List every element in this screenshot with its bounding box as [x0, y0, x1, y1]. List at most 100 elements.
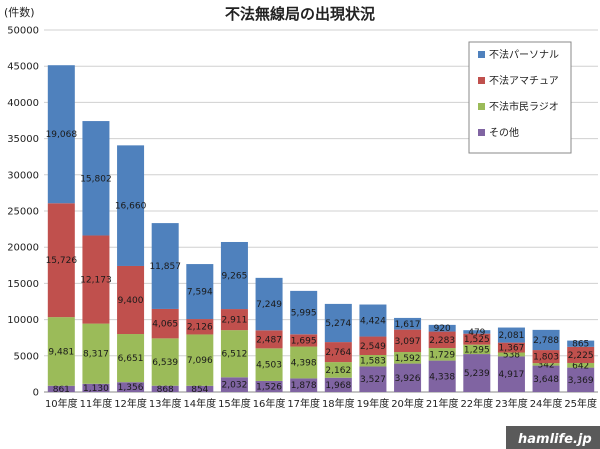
data-label: 2,081 [499, 331, 525, 341]
y-tick-label: 25000 [7, 207, 39, 218]
data-label: 868 [157, 385, 174, 395]
data-label: 4,338 [429, 372, 455, 382]
data-label: 6,651 [118, 354, 144, 364]
data-label: 1,968 [325, 381, 351, 391]
y-tick-label: 5000 [14, 351, 39, 362]
x-tick-label: 23年度 [495, 397, 528, 410]
data-label: 6,539 [152, 358, 178, 368]
y-tick-label: 15000 [7, 279, 39, 290]
bar-segment [497, 352, 525, 357]
bar-segment [463, 344, 491, 355]
y-tick-label: 45000 [7, 62, 39, 73]
bar-segment [186, 334, 214, 386]
bar-segment [151, 338, 179, 386]
y-tick-label: 0 [33, 388, 39, 399]
bar-segment [47, 65, 75, 204]
bar-segment [151, 223, 179, 309]
data-label: 1,592 [395, 354, 421, 364]
data-label: 6,512 [222, 350, 248, 360]
y-tick-label: 35000 [7, 134, 39, 145]
bar-segment [151, 308, 179, 339]
data-label: 2,162 [325, 366, 351, 376]
bar-segment [359, 366, 387, 392]
x-tick-label: 18年度 [322, 397, 355, 410]
bar-segment [428, 348, 456, 361]
x-tick-label: 25年度 [564, 397, 597, 410]
y-tick-label: 20000 [7, 243, 39, 254]
bar-segment [220, 309, 248, 331]
data-label: 9,265 [222, 272, 248, 282]
data-label: 2,549 [360, 342, 386, 352]
data-label: 642 [572, 361, 589, 371]
bar-segment [255, 330, 283, 349]
bar-segment [497, 342, 525, 353]
y-tick-label: 30000 [7, 170, 39, 181]
logo-text: hamlife.jp [518, 432, 592, 447]
bar-segment [497, 327, 525, 343]
site-logo: hamlife.jp [506, 426, 600, 449]
x-tick-label: 17年度 [287, 397, 320, 410]
data-label: 4,424 [360, 317, 386, 327]
bar-segment [428, 360, 456, 392]
logo-background [506, 426, 600, 449]
data-label: 1,295 [464, 345, 490, 355]
bar-segment [290, 346, 318, 379]
bar-segment [567, 346, 595, 363]
x-tick-label: 15年度 [218, 397, 251, 410]
x-tick-label: 11年度 [80, 397, 113, 410]
data-label: 4,503 [256, 361, 282, 371]
data-label: 8,317 [83, 350, 109, 360]
data-label: 1,367 [499, 344, 525, 354]
data-label: 865 [572, 340, 589, 350]
bar-segment [324, 377, 352, 392]
data-label: 7,594 [187, 288, 213, 298]
data-label: 16,660 [115, 202, 147, 212]
data-label: 479 [468, 328, 485, 338]
legend-swatch [478, 51, 485, 58]
bar-segment [117, 145, 145, 266]
data-label: 1,878 [291, 381, 317, 391]
data-label: 7,096 [187, 356, 213, 366]
bar-segment [532, 365, 560, 392]
bar-segment [463, 354, 491, 392]
data-label: 1,729 [429, 350, 455, 360]
y-axis-ticks: 0 5000 10000 15000 20000 25000 30000 35000 40000… [7, 26, 39, 399]
bar-segment [186, 264, 214, 320]
bar-segment [428, 331, 456, 349]
data-label: 15,802 [80, 174, 112, 184]
bar-segment [47, 385, 75, 392]
bar-segment [567, 362, 595, 368]
data-label: 2,032 [222, 381, 248, 391]
x-tick-label: 24年度 [530, 397, 563, 410]
bar-segment [82, 235, 110, 324]
data-label: 1,695 [291, 336, 317, 346]
data-label: 2,126 [187, 323, 213, 333]
data-label: 1,617 [395, 320, 421, 330]
bar-segment [359, 336, 387, 356]
data-label: 1,356 [118, 383, 144, 393]
bar-segment [255, 277, 283, 331]
x-tick-label: 13年度 [149, 397, 182, 410]
bar-segment [324, 303, 352, 343]
bar-segment [82, 323, 110, 384]
bar-segment [82, 121, 110, 236]
y-tick-label: 40000 [7, 98, 39, 109]
data-label: 5,995 [291, 309, 317, 319]
bar-segment [359, 355, 387, 367]
chart-title: 不法無線局の出現状況 [225, 5, 375, 23]
bar-segment [394, 363, 422, 392]
x-tick-label: 21年度 [426, 397, 459, 410]
data-label: 342 [537, 360, 554, 370]
bar-segment [290, 334, 318, 347]
bar-segment [567, 340, 595, 347]
data-label: 1,526 [256, 382, 282, 392]
bar-segment [532, 350, 560, 364]
data-label: 2,788 [533, 336, 559, 346]
data-label: 7,249 [256, 300, 282, 310]
data-label: 2,283 [429, 336, 455, 346]
data-label: 538 [503, 350, 520, 360]
data-label: 9,481 [48, 347, 74, 357]
bar-segment [82, 383, 110, 392]
bar-segment [290, 378, 318, 392]
data-label: 1,130 [83, 384, 109, 394]
